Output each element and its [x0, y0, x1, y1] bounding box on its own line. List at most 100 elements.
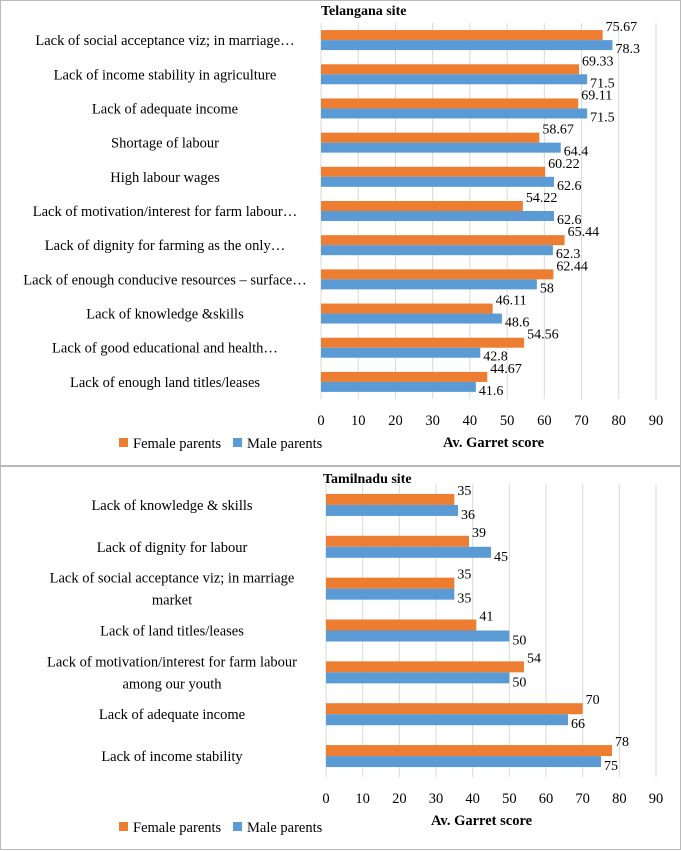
tamilnadu-x-tick-label: 80: [612, 791, 627, 807]
telangana-male-bar: [321, 176, 555, 187]
tamilnadu-chart-panel: 0 10 20 30 40 50 60 70 80 90 35 36 Lack of knowledge…: [0, 466, 681, 850]
tamilnadu-legend-male-label: Male parents: [247, 820, 323, 836]
tamilnadu-male-data-label: 50: [512, 675, 526, 690]
telangana-x-tick-label: 30: [425, 413, 440, 429]
tamilnadu-x-tick-label: 0: [322, 791, 329, 807]
telangana-male-data-label: 58: [540, 281, 554, 296]
tamilnadu-x-tick-label: 20: [392, 791, 407, 807]
telangana-category-label: Lack of knowledge &skills: [86, 307, 244, 323]
telangana-male-data-label: 62.6: [557, 213, 582, 228]
tamilnadu-male-bar: [326, 756, 601, 768]
tamilnadu-female-data-label: 39: [472, 526, 486, 541]
telangana-category-label: Lack of enough land titles/leases: [70, 375, 260, 391]
tamilnadu-x-tick-label: 10: [355, 791, 370, 807]
tamilnadu-legend-female-label: Female parents: [133, 820, 222, 836]
telangana-x-tick-label: 10: [351, 413, 366, 429]
tamilnadu-female-data-label: 35: [457, 484, 471, 499]
telangana-male-data-label: 42.8: [483, 350, 508, 365]
tamilnadu-x-tick-label: 60: [539, 791, 554, 807]
telangana-x-tick-label: 50: [500, 413, 515, 429]
tamilnadu-category-label: among our youth: [122, 676, 222, 692]
telangana-male-bar: [321, 313, 502, 324]
telangana-male-data-label: 64.4: [564, 145, 589, 160]
telangana-male-data-label: 71.5: [590, 110, 615, 125]
telangana-chart: 0 10 20 30 40 50 60 70 80 90 75.67 78.3 Lack of soci…: [23, 20, 664, 452]
telangana-male-bar: [321, 74, 588, 85]
telangana-female-data-label: 54.22: [526, 191, 558, 206]
telangana-legend-female-label: Female parents: [133, 436, 222, 452]
tamilnadu-chart: 0 10 20 30 40 50 60 70 80 90 35 36 Lack of knowledge…: [47, 484, 664, 836]
telangana-female-data-label: 46.11: [496, 294, 527, 309]
tamilnadu-male-bar: [326, 672, 510, 684]
tamilnadu-male-data-label: 75: [604, 759, 618, 774]
telangana-male-bar: [321, 279, 537, 290]
telangana-x-tick-label: 40: [463, 413, 478, 429]
tamilnadu-female-bar: [326, 577, 455, 589]
telangana-female-bar: [321, 98, 579, 109]
telangana-male-data-label: 62.6: [557, 179, 582, 194]
telangana-chart-panel: 0 10 20 30 40 50 60 70 80 90 75.67 78.3 Lack of soci…: [0, 0, 681, 466]
telangana-category-label: Lack of income stability in agriculture: [54, 67, 277, 83]
tamilnadu-female-data-label: 41: [479, 610, 493, 625]
telangana-x-tick-label: 0: [317, 413, 324, 429]
telangana-category-label: Lack of good educational and health…: [52, 341, 278, 357]
telangana-female-data-label: 75.67: [606, 20, 638, 35]
telangana-category-label: Lack of enough conducive resources – sur…: [23, 272, 306, 288]
telangana-category-label: High labour wages: [110, 170, 220, 186]
telangana-female-bar: [321, 166, 546, 177]
telangana-x-tick-label: 90: [649, 413, 664, 429]
telangana-legend-male-swatch: [233, 438, 242, 447]
telangana-male-data-label: 71.5: [590, 76, 615, 91]
tamilnadu-male-bar: [326, 714, 568, 726]
telangana-male-data-label: 48.6: [505, 316, 530, 331]
tamilnadu-category-label: Lack of income stability: [101, 749, 243, 765]
telangana-female-data-label: 62.44: [556, 259, 588, 274]
telangana-x-tick-label: 70: [574, 413, 589, 429]
tamilnadu-male-data-label: 45: [494, 550, 508, 565]
tamilnadu-male-data-label: 50: [512, 634, 526, 649]
tamilnadu-x-tick-label: 30: [429, 791, 444, 807]
tamilnadu-female-bar: [326, 619, 477, 631]
telangana-category-label: Lack of dignity for farming as the only…: [45, 238, 285, 254]
tamilnadu-female-data-label: 70: [586, 693, 600, 708]
tamilnadu-category-label: Lack of land titles/leases: [100, 624, 244, 640]
tamilnadu-category-label: Lack of motivation/interest for farm lab…: [47, 654, 297, 670]
telangana-male-data-label: 78.3: [615, 42, 640, 57]
telangana-female-bar: [321, 64, 580, 75]
tamilnadu-x-tick-label: 40: [465, 791, 480, 807]
telangana-male-bar: [321, 211, 555, 221]
tamilnadu-male-data-label: 35: [457, 592, 471, 607]
telangana-female-data-label: 65.44: [568, 225, 600, 240]
telangana-category-label: Lack of social acceptance viz; in marria…: [35, 33, 294, 49]
tamilnadu-category-label: Lack of social acceptance viz; in marria…: [50, 571, 295, 587]
tamilnadu-x-axis-title: Av. Garret score: [431, 813, 533, 829]
telangana-female-data-label: 69.33: [582, 54, 614, 69]
telangana-female-bar: [321, 303, 493, 314]
telangana-chart-title: Telangana site: [321, 4, 407, 19]
tamilnadu-male-data-label: 36: [461, 508, 475, 523]
tamilnadu-legend-female-swatch: [119, 822, 128, 831]
tamilnadu-chart-title: Tamilnadu site: [323, 472, 412, 487]
telangana-female-data-label: 44.67: [490, 362, 522, 377]
tamilnadu-female-bar: [326, 703, 583, 715]
tamilnadu-female-data-label: 35: [457, 568, 471, 583]
tamilnadu-female-bar: [326, 493, 455, 505]
tamilnadu-male-bar: [326, 630, 510, 642]
tamilnadu-x-tick-label: 90: [649, 791, 664, 807]
tamilnadu-x-tick-label: 70: [575, 791, 590, 807]
telangana-male-bar: [321, 108, 588, 119]
telangana-x-tick-label: 60: [537, 413, 552, 429]
telangana-female-bar: [321, 269, 554, 280]
telangana-female-data-label: 69.11: [581, 88, 612, 103]
tamilnadu-male-bar: [326, 546, 491, 558]
tamilnadu-category-label: market: [152, 593, 192, 609]
telangana-male-bar: [321, 40, 613, 51]
tamilnadu-female-data-label: 78: [615, 735, 629, 750]
telangana-x-axis-title: Av. Garret score: [443, 435, 545, 451]
telangana-category-label: Shortage of labour: [111, 136, 219, 152]
tamilnadu-male-data-label: 66: [571, 717, 585, 732]
telangana-female-bar: [321, 201, 523, 211]
tamilnadu-female-bar: [326, 661, 524, 673]
tamilnadu-female-bar: [326, 535, 469, 547]
telangana-female-bar: [321, 235, 565, 246]
